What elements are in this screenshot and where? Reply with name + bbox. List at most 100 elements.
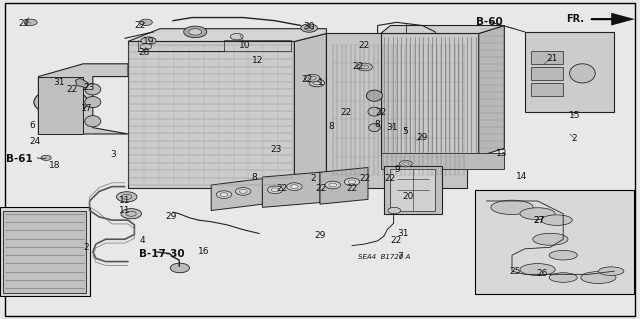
Circle shape bbox=[325, 181, 340, 189]
Text: 18: 18 bbox=[49, 161, 60, 170]
Text: 31: 31 bbox=[54, 78, 65, 87]
Text: 19: 19 bbox=[143, 37, 155, 46]
Circle shape bbox=[45, 94, 77, 110]
Text: 24: 24 bbox=[29, 137, 41, 146]
Text: SEA4  B1720 A: SEA4 B1720 A bbox=[358, 254, 410, 260]
Polygon shape bbox=[211, 179, 262, 211]
Text: 8: 8 bbox=[252, 173, 257, 182]
Circle shape bbox=[216, 191, 232, 198]
Circle shape bbox=[140, 19, 152, 26]
Text: 2: 2 bbox=[572, 134, 577, 143]
Text: 20: 20 bbox=[402, 192, 413, 201]
Text: 25: 25 bbox=[509, 267, 521, 276]
Text: 26: 26 bbox=[536, 269, 548, 278]
Circle shape bbox=[309, 79, 324, 87]
Polygon shape bbox=[262, 172, 320, 207]
Text: 22: 22 bbox=[316, 184, 327, 193]
Bar bbox=[0, 207, 90, 296]
Bar bbox=[531, 83, 563, 96]
Text: 8: 8 bbox=[375, 120, 380, 129]
Polygon shape bbox=[611, 13, 635, 26]
Ellipse shape bbox=[520, 208, 556, 220]
Text: 10: 10 bbox=[239, 41, 251, 50]
Circle shape bbox=[184, 26, 207, 38]
Text: 23: 23 bbox=[83, 83, 95, 92]
Text: 1: 1 bbox=[319, 78, 324, 87]
Ellipse shape bbox=[549, 250, 577, 260]
Text: B-61: B-61 bbox=[6, 153, 33, 164]
Text: 22: 22 bbox=[376, 108, 387, 117]
Circle shape bbox=[301, 24, 317, 32]
Text: B-60: B-60 bbox=[476, 17, 503, 27]
Circle shape bbox=[140, 44, 152, 49]
Polygon shape bbox=[326, 33, 467, 188]
Text: 22: 22 bbox=[134, 21, 145, 30]
Ellipse shape bbox=[84, 96, 101, 108]
Ellipse shape bbox=[541, 215, 572, 225]
Text: 21: 21 bbox=[546, 54, 557, 63]
FancyArrowPatch shape bbox=[591, 16, 619, 22]
Text: 30: 30 bbox=[303, 22, 315, 31]
Circle shape bbox=[141, 37, 156, 45]
Text: 6: 6 bbox=[29, 121, 35, 130]
Text: 22: 22 bbox=[346, 184, 358, 193]
Ellipse shape bbox=[84, 116, 101, 127]
Text: 22: 22 bbox=[358, 41, 369, 50]
Polygon shape bbox=[294, 33, 326, 188]
Text: 3: 3 bbox=[111, 150, 116, 159]
Polygon shape bbox=[384, 166, 442, 214]
Ellipse shape bbox=[491, 200, 533, 215]
Text: 13: 13 bbox=[496, 149, 508, 158]
Ellipse shape bbox=[368, 107, 381, 116]
Text: 22: 22 bbox=[385, 174, 396, 183]
Circle shape bbox=[41, 155, 51, 160]
Circle shape bbox=[399, 160, 412, 167]
Ellipse shape bbox=[369, 123, 380, 132]
Text: 2: 2 bbox=[311, 174, 316, 183]
Text: 15: 15 bbox=[569, 111, 580, 120]
Bar bbox=[531, 51, 563, 64]
Circle shape bbox=[329, 183, 337, 187]
Text: 22: 22 bbox=[301, 75, 313, 84]
Text: 23: 23 bbox=[271, 145, 282, 154]
Text: 11: 11 bbox=[119, 196, 131, 204]
Text: 31: 31 bbox=[397, 229, 409, 238]
Circle shape bbox=[268, 186, 283, 194]
Text: 12: 12 bbox=[252, 56, 264, 65]
Bar bbox=[475, 190, 634, 294]
Polygon shape bbox=[76, 78, 88, 88]
Ellipse shape bbox=[570, 64, 595, 83]
Polygon shape bbox=[128, 41, 294, 188]
Text: 27: 27 bbox=[533, 216, 545, 225]
Polygon shape bbox=[128, 29, 326, 41]
Circle shape bbox=[116, 192, 137, 202]
Circle shape bbox=[230, 33, 243, 40]
Bar bbox=[381, 33, 479, 156]
Circle shape bbox=[291, 185, 298, 189]
Bar bbox=[525, 32, 614, 112]
Text: 2: 2 bbox=[84, 243, 89, 252]
Polygon shape bbox=[320, 167, 368, 204]
Circle shape bbox=[220, 193, 228, 197]
Ellipse shape bbox=[520, 263, 556, 276]
Ellipse shape bbox=[549, 273, 577, 282]
Text: 16: 16 bbox=[198, 247, 209, 256]
Text: 22: 22 bbox=[67, 85, 78, 94]
Text: FR.: FR. bbox=[566, 14, 584, 24]
Circle shape bbox=[271, 188, 279, 192]
Circle shape bbox=[54, 99, 67, 105]
Text: 8: 8 bbox=[329, 122, 334, 130]
Text: 11: 11 bbox=[119, 206, 131, 215]
Circle shape bbox=[236, 188, 251, 195]
Bar bbox=[531, 67, 563, 80]
Bar bbox=[3, 211, 86, 293]
Bar bbox=[390, 169, 435, 211]
Text: 9: 9 bbox=[394, 165, 399, 174]
Ellipse shape bbox=[581, 271, 616, 284]
Text: 22: 22 bbox=[340, 108, 351, 117]
Text: 29: 29 bbox=[417, 133, 428, 142]
Circle shape bbox=[348, 180, 356, 184]
Polygon shape bbox=[38, 77, 83, 134]
Circle shape bbox=[239, 189, 247, 193]
Text: 22: 22 bbox=[359, 174, 371, 183]
